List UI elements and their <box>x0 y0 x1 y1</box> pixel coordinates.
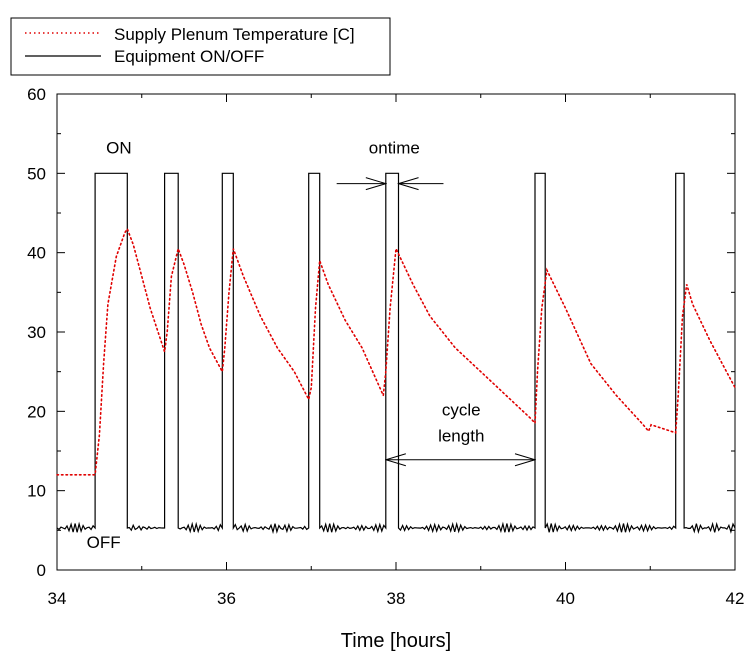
y-tick-label-60: 60 <box>27 85 46 104</box>
x-tick-label-36: 36 <box>217 589 236 608</box>
x-tick-label-34: 34 <box>48 589 67 608</box>
annotation-cycle1: cycle <box>442 400 481 419</box>
x-tick-label-42: 42 <box>726 589 745 608</box>
annotation-off: OFF <box>87 533 121 552</box>
series-equipment-on-off-line <box>56 172 736 535</box>
y-tick-label-20: 20 <box>27 402 46 421</box>
y-tick-label-0: 0 <box>37 561 46 580</box>
annotation-cycle2: length <box>438 426 484 445</box>
y-axis: 0 10 20 30 40 50 60 <box>27 85 735 580</box>
legend: Supply Plenum Temperature [C] Equipment … <box>10 17 391 76</box>
y-tick-label-50: 50 <box>27 164 46 183</box>
y-tick-label-10: 10 <box>27 482 46 501</box>
legend-box <box>10 17 391 76</box>
annotation-ontime: ontime <box>369 139 420 158</box>
annotation-on: ON <box>106 139 132 158</box>
series-layer <box>56 172 736 535</box>
plot-frame <box>56 93 736 571</box>
x-axis-label: Time [hours] <box>341 630 451 652</box>
series-supply-plenum-temperature-line <box>56 227 736 476</box>
y-tick-label-30: 30 <box>27 323 46 342</box>
legend-label-equipment: Equipment ON/OFF <box>114 47 264 66</box>
legend-label-temperature: Supply Plenum Temperature [C] <box>114 25 355 44</box>
x-tick-label-38: 38 <box>387 589 406 608</box>
x-tick-label-40: 40 <box>556 589 575 608</box>
annotation-layer: ON OFF ontime cycle length <box>87 139 535 552</box>
x-axis: 34 36 38 40 42 <box>48 94 745 608</box>
y-tick-label-40: 40 <box>27 244 46 263</box>
